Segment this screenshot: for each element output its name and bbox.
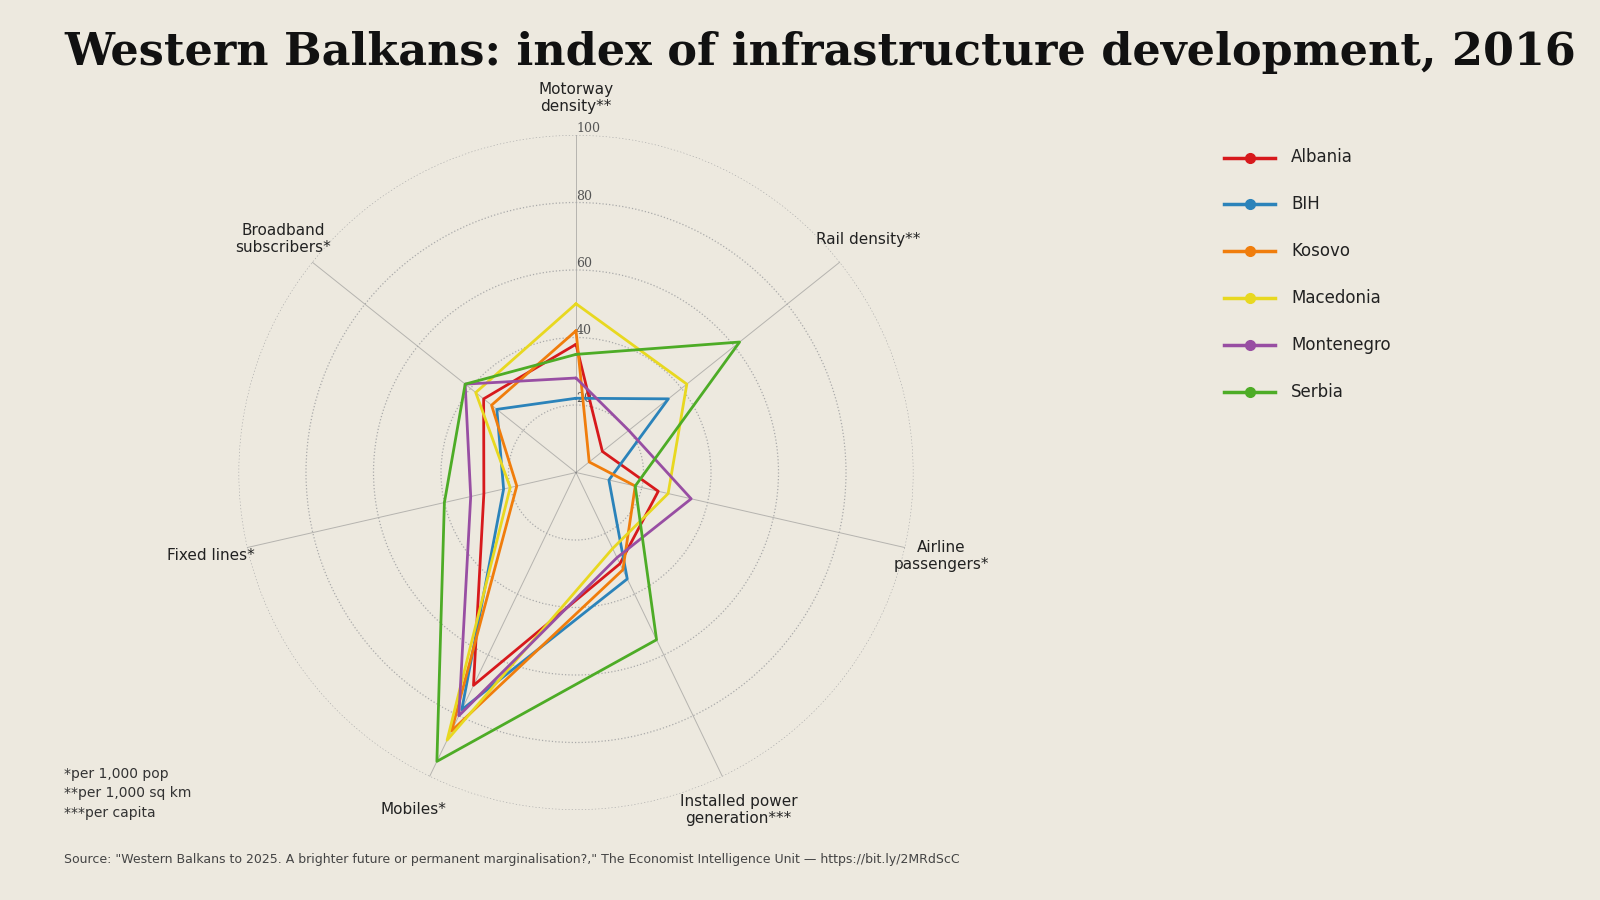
Text: Albania: Albania [1291, 148, 1354, 166]
Text: BIH: BIH [1291, 195, 1320, 213]
Text: Source: "Western Balkans to 2025. A brighter future or permanent marginalisation: Source: "Western Balkans to 2025. A brig… [64, 853, 960, 866]
Text: *per 1,000 pop
**per 1,000 sq km
***per capita: *per 1,000 pop **per 1,000 sq km ***per … [64, 767, 192, 820]
Text: Serbia: Serbia [1291, 382, 1344, 400]
Text: Montenegro: Montenegro [1291, 336, 1390, 354]
Text: Macedonia: Macedonia [1291, 289, 1381, 307]
Text: Western Balkans: index of infrastructure development, 2016: Western Balkans: index of infrastructure… [64, 32, 1576, 75]
Text: Kosovo: Kosovo [1291, 242, 1350, 260]
